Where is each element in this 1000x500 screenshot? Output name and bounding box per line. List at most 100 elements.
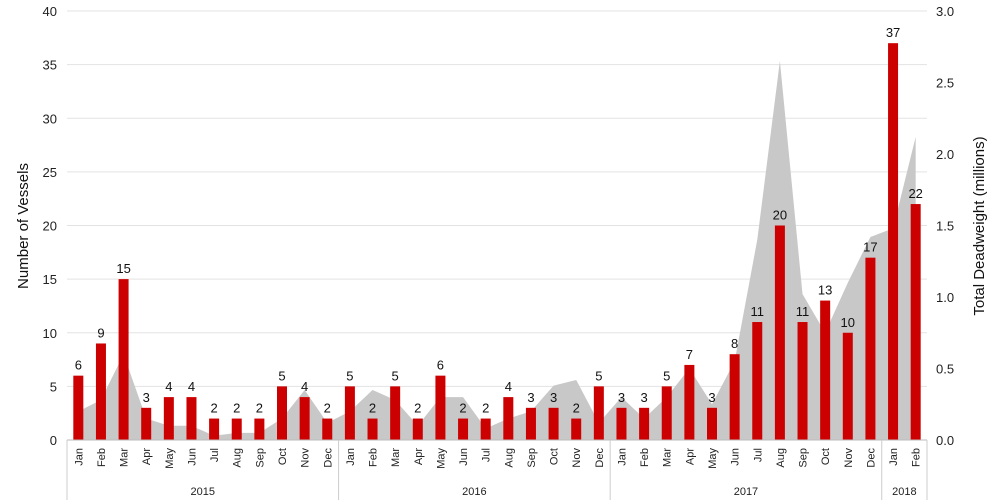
month-tick-label: Nov: [300, 448, 312, 468]
month-tick-label: Aug: [775, 448, 787, 468]
month-tick-label: Sep: [254, 448, 266, 468]
month-tick-label: Aug: [232, 448, 244, 468]
vessel-bar: [209, 418, 220, 440]
vessel-bars-layer: [73, 43, 921, 441]
y-right-tick-label: 0.5: [936, 362, 954, 377]
y-left-tick-label: 20: [43, 219, 57, 234]
bar-value-label: 2: [233, 401, 240, 416]
vessel-bar: [910, 204, 921, 440]
month-tick-label: Jan: [73, 448, 85, 466]
vessel-bar: [390, 386, 401, 440]
month-tick-label: Oct: [549, 448, 561, 465]
bar-value-label: 2: [414, 401, 421, 416]
y-right-tick-label: 0.0: [936, 433, 954, 448]
month-tick-label: Jun: [458, 448, 470, 466]
vessel-bar: [729, 354, 740, 440]
month-tick-label: Jul: [752, 448, 764, 462]
y-right-tick-label: 1.5: [936, 219, 954, 234]
vessel-bar: [412, 418, 423, 440]
month-tick-label: Nov: [571, 448, 583, 468]
month-tick-label: Mar: [390, 448, 402, 467]
bar-value-label: 11: [796, 304, 810, 319]
vessel-bar: [525, 407, 536, 440]
month-tick-label: Dec: [594, 448, 606, 468]
bar-value-label: 15: [116, 261, 130, 276]
bar-value-label: 3: [708, 390, 715, 405]
vessel-bar: [344, 386, 355, 440]
y-axis-right-label: Total Deadweight (millions): [971, 136, 988, 315]
bar-value-label: 10: [841, 315, 855, 330]
y-left-tick-label: 25: [43, 165, 57, 180]
vessel-bar: [684, 364, 695, 440]
month-tick-label: Dec: [322, 448, 334, 468]
month-tick-label: Aug: [503, 448, 515, 468]
bar-value-label: 11: [751, 304, 765, 319]
bar-value-label: 2: [482, 401, 489, 416]
vessel-bar: [480, 418, 491, 440]
bar-value-label: 5: [663, 368, 670, 383]
month-tick-label: May: [707, 448, 719, 469]
grid-lines: [67, 10, 927, 387]
vessel-bar: [616, 407, 627, 440]
bar-value-label: 2: [256, 401, 263, 416]
bar-value-label: 5: [278, 368, 285, 383]
vessel-bar: [593, 386, 604, 440]
month-tick-label: Apr: [413, 448, 425, 465]
month-tick-label: Feb: [639, 448, 651, 467]
month-tick-label: Mar: [662, 448, 674, 467]
vessel-bar: [141, 407, 152, 440]
bar-value-label: 17: [863, 240, 877, 255]
vessel-bar: [73, 375, 84, 440]
vessel-bar: [458, 418, 469, 440]
bar-value-label: 3: [640, 390, 647, 405]
bar-value-label: 2: [369, 401, 376, 416]
bar-value-label: 3: [550, 390, 557, 405]
year-label: 2016: [462, 486, 486, 498]
deadweight-area: [78, 61, 916, 441]
vessel-bar: [95, 343, 106, 440]
bar-value-label: 22: [908, 186, 922, 201]
bar-value-label: 9: [97, 325, 104, 340]
bar-value-label: 2: [573, 401, 580, 416]
bar-value-label: 6: [75, 358, 82, 373]
bar-value-label: 7: [686, 347, 693, 362]
bar-value-label: 3: [143, 390, 150, 405]
vessel-bar: [820, 300, 831, 440]
month-tick-label: Apr: [141, 448, 153, 465]
month-tick-label: Feb: [368, 448, 380, 467]
bar-value-label: 4: [301, 379, 308, 394]
month-tick-label: Feb: [911, 448, 923, 467]
y-right-tick-label: 2.5: [936, 76, 954, 91]
vessel-bar: [797, 322, 808, 440]
bar-value-label: 20: [773, 208, 787, 223]
month-tick-label: May: [435, 448, 447, 469]
vessel-bar: [842, 332, 853, 440]
vessel-bar: [571, 418, 582, 440]
vessel-bar: [163, 397, 174, 440]
y-left-tick-label: 5: [50, 379, 57, 394]
year-label: 2018: [892, 486, 916, 498]
vessel-bar: [367, 418, 378, 440]
month-tick-label: Oct: [820, 448, 832, 465]
axes-layer: 05101520253035400.00.51.01.52.02.53.0Jan…: [43, 4, 954, 500]
bar-value-label: 2: [210, 401, 217, 416]
bar-value-label: 4: [165, 379, 172, 394]
y-right-tick-label: 3.0: [936, 4, 954, 19]
month-tick-label: Jul: [481, 448, 493, 462]
bar-value-label: 4: [188, 379, 195, 394]
vessel-bar: [503, 397, 514, 440]
month-tick-label: Jun: [730, 448, 742, 466]
bar-value-label: 5: [346, 368, 353, 383]
vessel-bar: [277, 386, 287, 440]
month-tick-label: Jun: [186, 448, 198, 466]
month-tick-label: Dec: [865, 448, 877, 468]
vessel-bar: [548, 407, 559, 440]
y-right-tick-label: 1.0: [936, 290, 954, 305]
month-tick-label: Nov: [843, 448, 855, 468]
y-left-tick-label: 30: [43, 111, 57, 126]
vessel-bar: [707, 407, 717, 440]
bar-value-label: 5: [595, 368, 602, 383]
vessel-bar: [661, 386, 672, 440]
